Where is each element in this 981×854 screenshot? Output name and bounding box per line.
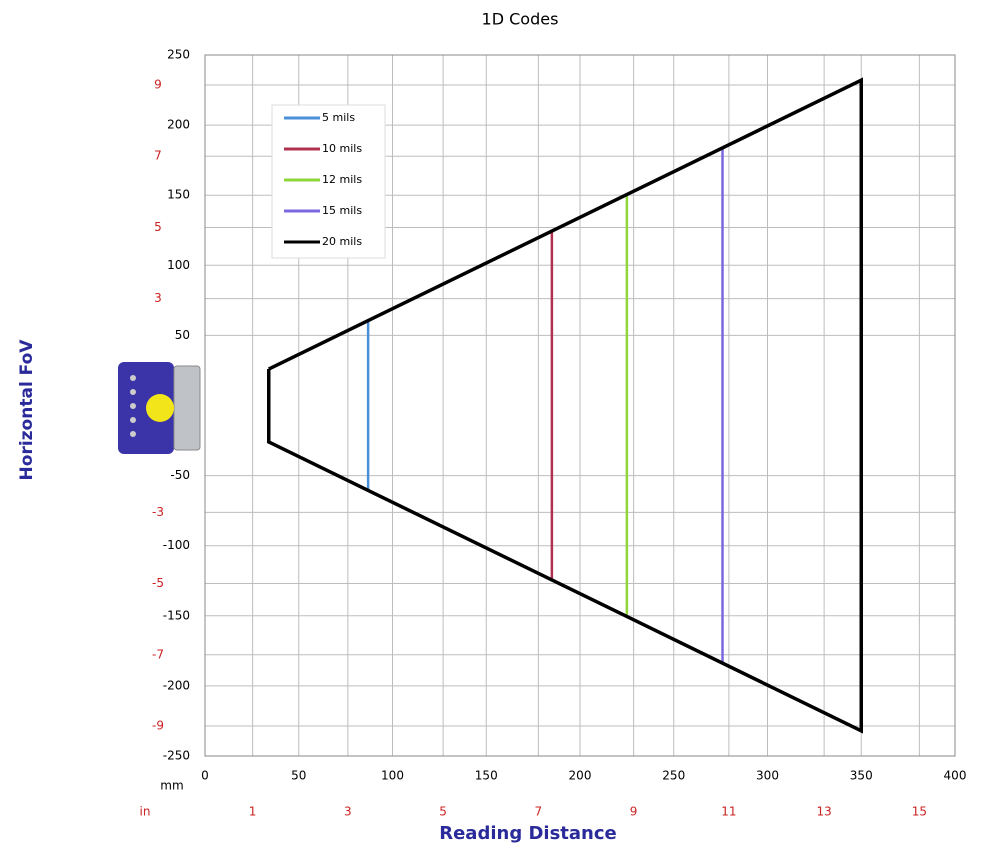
x-tick-label: 0	[201, 769, 209, 783]
x2-tick-label: 11	[721, 805, 736, 819]
x2-tick-label: 1	[249, 805, 257, 819]
y-tick-label: 200	[167, 118, 190, 132]
x2-tick-label: 3	[344, 805, 352, 819]
x2-tick-label: 15	[912, 805, 927, 819]
legend-label: 12 mils	[322, 173, 362, 186]
y2-tick-label: -3	[152, 505, 164, 519]
x-tick-label: 150	[475, 769, 498, 783]
y2-tick-label: -9	[152, 718, 164, 732]
x2-tick-label: 9	[630, 805, 638, 819]
y-tick-label: -100	[163, 538, 190, 552]
y2-tick-label: 5	[154, 220, 162, 234]
legend: 5 mils 10 mils 12 mils 15 mils 20 mils	[271, 104, 386, 259]
x-tick-label: 200	[569, 769, 592, 783]
y2-tick-label: 7	[154, 149, 162, 163]
x2-tick-label: 7	[535, 805, 543, 819]
y2-tick-label: -7	[152, 647, 164, 661]
legend-label: 5 mils	[322, 111, 355, 124]
x-tick-label: 350	[850, 769, 873, 783]
x-tick-label: 250	[662, 769, 685, 783]
y-tick-label: 100	[167, 258, 190, 272]
x2-tick-label: 5	[439, 805, 447, 819]
y2-tick-label: -5	[152, 576, 164, 590]
legend-label: 10 mils	[322, 142, 362, 155]
y-tick-label: -200	[163, 678, 190, 692]
y2-tick-label: 3	[154, 291, 162, 305]
y-tick-label: -50	[170, 468, 190, 482]
y-axis-label: Horizontal FoV	[17, 339, 37, 481]
scanner-icon	[118, 362, 201, 454]
y-tick-label: 150	[167, 188, 190, 202]
legend-label: 20 mils	[322, 235, 362, 248]
chart-title: 1D Codes	[482, 10, 559, 29]
y2-tick-label: 9	[154, 78, 162, 92]
x-tick-label: 400	[944, 769, 967, 783]
y-tick-label: 50	[175, 328, 190, 342]
y-tick-label: -150	[163, 608, 190, 622]
x-axis-label: Reading Distance	[439, 823, 617, 844]
x2-unit-label: in	[140, 805, 151, 819]
series-line	[267, 77, 863, 734]
x-tick-label: 50	[291, 769, 306, 783]
x-tick-label: 300	[756, 769, 779, 783]
x-tick-label: 100	[381, 769, 404, 783]
y-tick-label: 250	[167, 48, 190, 62]
x2-tick-label: 13	[816, 805, 831, 819]
y-tick-label: -250	[163, 749, 190, 763]
x-unit-label: mm	[160, 779, 183, 793]
plot-border	[204, 54, 956, 757]
legend-label: 15 mils	[322, 204, 362, 217]
